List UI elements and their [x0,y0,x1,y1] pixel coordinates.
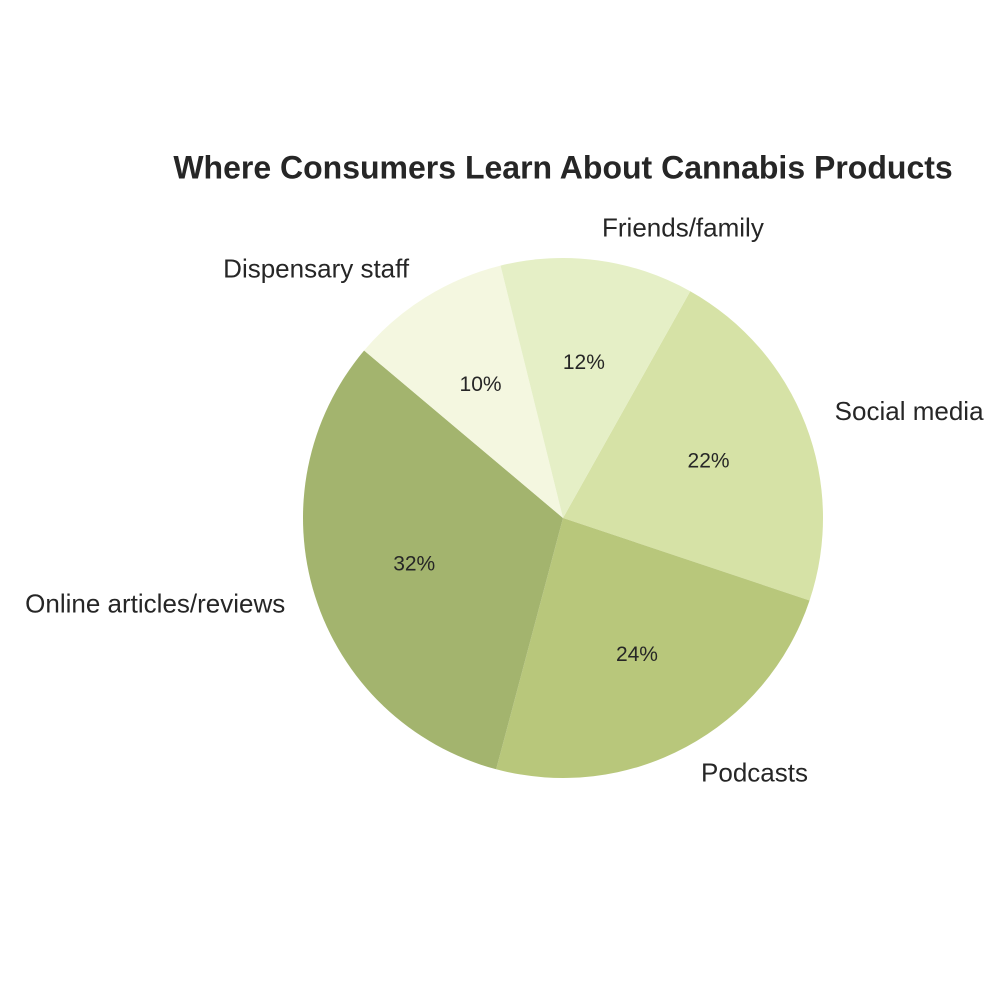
value-label: 22% [688,449,730,472]
value-label: 32% [393,552,435,575]
pie-slice [496,518,810,778]
value-label: 24% [616,643,658,666]
pie-slice [303,350,563,770]
chart-title: Where Consumers Learn About Cannabis Pro… [173,149,952,185]
pie-slice [364,265,563,518]
pie-slice [500,258,691,518]
category-label: Social media [835,396,984,426]
category-label: Podcasts [701,757,808,787]
category-label: Friends/family [602,212,764,242]
category-label: Online articles/reviews [25,588,285,618]
value-label: 12% [563,351,605,374]
value-label: 10% [460,373,502,396]
pie-slice [563,291,824,601]
category-label: Dispensary staff [223,254,410,284]
